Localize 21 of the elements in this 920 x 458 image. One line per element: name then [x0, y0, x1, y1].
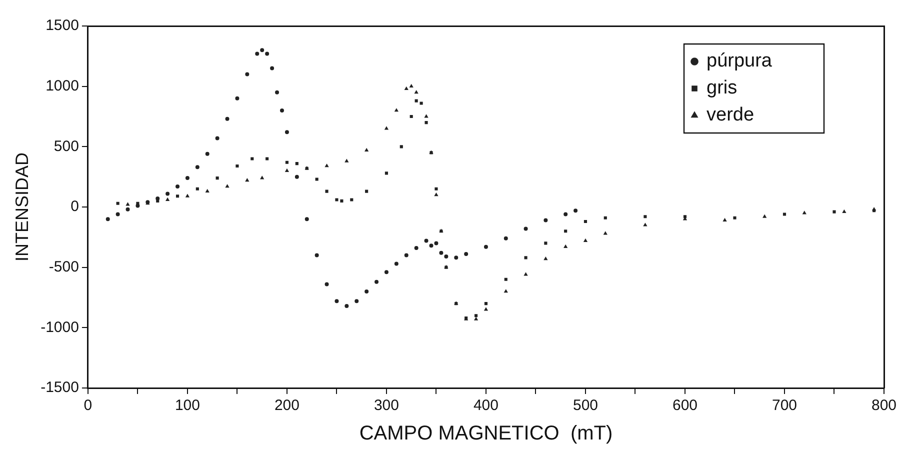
y-axis-title: INTENSIDAD [12, 152, 32, 262]
x-tick-label: 500 [572, 397, 598, 414]
x-tick-label: 200 [274, 397, 300, 414]
y-tick-label: -1500 [40, 379, 79, 396]
y-tick-label: 1000 [46, 77, 79, 94]
x-axis-title: CAMPO MAGNETICO (mT) [359, 422, 613, 445]
y-tick-label: 0 [70, 198, 79, 216]
x-tick-label: 100 [174, 397, 200, 414]
y-tick-label: -1000 [40, 318, 79, 336]
y-tick-label: 1500 [46, 17, 79, 34]
x-tick-label: 300 [374, 397, 399, 414]
x-tick-label: 600 [672, 397, 698, 414]
x-tick-label: 400 [473, 397, 498, 414]
y-tick-label: 500 [54, 138, 79, 155]
x-tick-label: 800 [871, 397, 897, 414]
x-tick-label: 0 [84, 397, 92, 414]
x-tick-label: 700 [772, 397, 798, 414]
legend-label: púrpura [706, 50, 772, 72]
y-tick-label: -500 [48, 258, 79, 276]
legend-label: gris [706, 78, 738, 99]
legend-label: verde [706, 104, 754, 126]
